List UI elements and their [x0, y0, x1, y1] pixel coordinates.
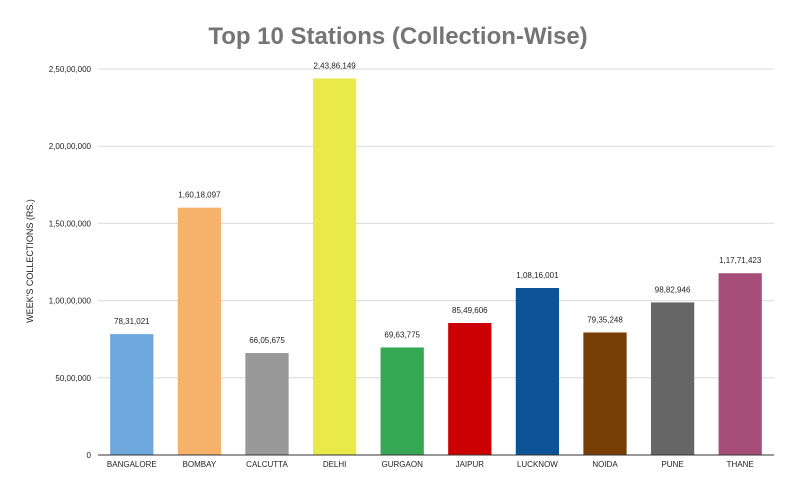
x-category-label: GURGAON — [382, 460, 424, 469]
y-tick-label: 1,00,00,000 — [49, 297, 92, 306]
x-category-label: CALCUTTA — [246, 460, 288, 469]
bar-calcutta — [245, 353, 289, 455]
x-category-label: BANGALORE — [107, 460, 157, 469]
y-tick-label: 2,00,00,000 — [49, 142, 92, 151]
data-label: 69,63,775 — [384, 330, 420, 339]
x-category-label: DELHI — [323, 460, 347, 469]
x-category-label: BOMBAY — [183, 460, 217, 469]
data-label: 78,31,021 — [114, 317, 150, 326]
y-tick-label: 2,50,00,000 — [49, 65, 92, 74]
chart-title: Top 10 Stations (Collection-Wise) — [208, 23, 587, 50]
bar-delhi — [312, 78, 357, 456]
bar-thane — [718, 273, 762, 455]
data-labels: 78,31,021 1,60,18,097 66,05,675 2,43,86,149… — [114, 61, 762, 345]
data-label: 1,08,16,001 — [516, 271, 559, 280]
data-label: 79,35,248 — [587, 315, 623, 324]
y-tick-label: 0 — [87, 451, 92, 460]
data-label: 98,82,946 — [655, 285, 691, 294]
x-category-label: PUNE — [661, 460, 683, 469]
bar-gurgaon — [380, 347, 424, 455]
y-axis-ticks: 0 50,00,000 1,00,00,000 1,50,00,000 2,00,00,… — [49, 65, 92, 460]
data-label: 1,60,18,097 — [178, 191, 221, 200]
data-label: 2,43,86,149 — [313, 61, 356, 70]
bar-bangalore — [110, 334, 154, 455]
bars — [110, 78, 762, 456]
data-label: 66,05,675 — [249, 336, 285, 345]
bar-noida — [583, 332, 627, 455]
y-tick-label: 1,50,00,000 — [49, 219, 92, 228]
y-tick-label: 50,00,000 — [55, 374, 91, 383]
y-axis-title: WEEK'S COLLECTIONS (RS.) — [25, 199, 35, 323]
bar-jaipur — [448, 322, 492, 455]
x-axis-categories: BANGALORE BOMBAY CALCUTTA DELHI GURGAON JAIPU… — [107, 460, 754, 469]
data-label: 85,49,606 — [452, 306, 488, 315]
bar-bombay — [177, 207, 222, 455]
x-category-label: LUCKNOW — [517, 460, 558, 469]
bar-pune — [650, 302, 695, 455]
x-category-label: NOIDA — [592, 460, 618, 469]
data-label: 1,17,71,423 — [719, 256, 762, 265]
x-category-label: JAIPUR — [456, 460, 485, 469]
x-category-label: THANE — [727, 460, 754, 469]
bar-lucknow — [515, 288, 560, 455]
